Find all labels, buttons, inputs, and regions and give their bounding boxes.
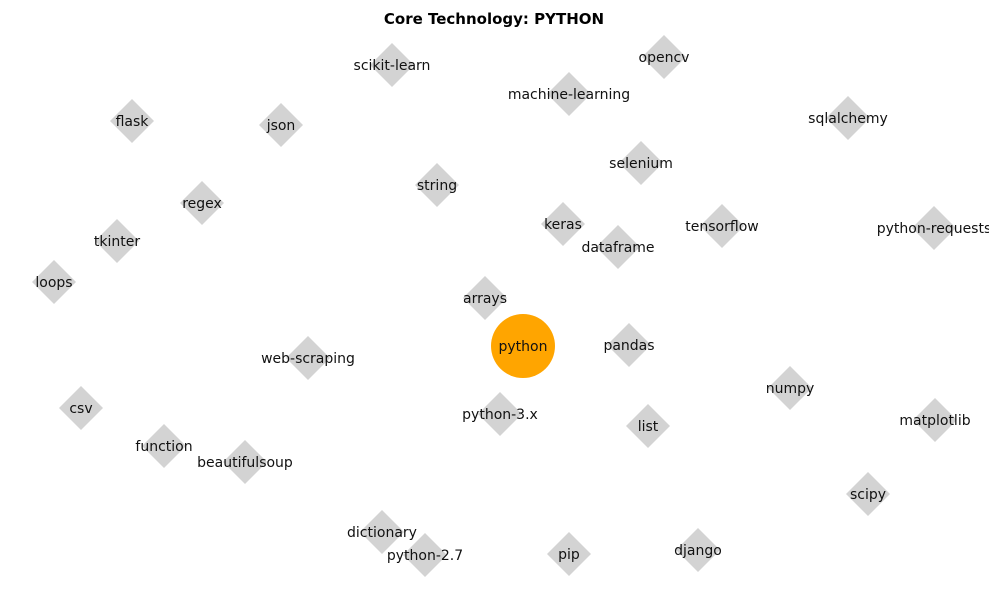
diamond-node-shape bbox=[59, 386, 103, 430]
diamond-node-shape bbox=[403, 533, 447, 577]
diamond-node-shape bbox=[142, 424, 186, 468]
node-label-dictionary: dictionary bbox=[347, 525, 417, 541]
node-label-loops: loops bbox=[35, 275, 72, 291]
diamond-node-shape bbox=[415, 163, 459, 207]
node-label-scikit-learn: scikit-learn bbox=[354, 58, 431, 74]
node-label-python-2-7: python-2.7 bbox=[387, 548, 463, 564]
graph-node-python-requests: python-requests bbox=[877, 206, 989, 250]
center-node-shape bbox=[491, 314, 555, 378]
node-label-matplotlib: matplotlib bbox=[899, 413, 970, 429]
node-label-pip: pip bbox=[558, 547, 580, 563]
graph-node-pip: pip bbox=[547, 532, 591, 576]
node-label-python: python bbox=[499, 339, 548, 355]
node-label-tensorflow: tensorflow bbox=[685, 219, 758, 235]
node-label-opencv: opencv bbox=[639, 50, 690, 66]
graph-node-pandas: pandas bbox=[603, 323, 655, 367]
node-label-function: function bbox=[135, 439, 192, 455]
graph-node-beautifulsoup: beautifulsoup bbox=[197, 440, 293, 484]
diamond-node-shape bbox=[478, 392, 522, 436]
node-label-web-scraping: web-scraping bbox=[261, 351, 355, 367]
node-label-pandas: pandas bbox=[603, 338, 654, 354]
graph-node-scikit-learn: scikit-learn bbox=[354, 43, 431, 87]
diamond-node-shape bbox=[110, 99, 154, 143]
diamond-node-shape bbox=[360, 510, 404, 554]
graph-node-json: json bbox=[259, 103, 303, 147]
node-label-beautifulsoup: beautifulsoup bbox=[197, 455, 293, 471]
diamond-node-shape bbox=[676, 528, 720, 572]
nodes-layer: scikit-learn opencv machine-learning flask j… bbox=[32, 35, 989, 577]
diamond-node-shape bbox=[846, 472, 890, 516]
diamond-node-shape bbox=[370, 43, 414, 87]
graph-node-loops: loops bbox=[32, 260, 76, 304]
graph-node-matplotlib: matplotlib bbox=[899, 398, 971, 442]
graph-node-function: function bbox=[135, 424, 193, 468]
diamond-node-shape bbox=[642, 35, 686, 79]
graph-node-web-scraping: web-scraping bbox=[261, 336, 355, 380]
node-label-scipy: scipy bbox=[850, 487, 886, 503]
graph-node-list: list bbox=[626, 404, 670, 448]
node-label-machine-learning: machine-learning bbox=[508, 87, 630, 103]
diamond-node-shape bbox=[700, 204, 744, 248]
node-label-python-requests: python-requests bbox=[877, 221, 989, 237]
diamond-node-shape bbox=[95, 219, 139, 263]
graph-node-dictionary: dictionary bbox=[347, 510, 417, 554]
diamond-node-shape bbox=[547, 532, 591, 576]
graph-node-selenium: selenium bbox=[609, 141, 673, 185]
graph-node-tkinter: tkinter bbox=[94, 219, 140, 263]
diamond-node-shape bbox=[913, 398, 957, 442]
diamond-node-shape bbox=[223, 440, 267, 484]
graph-node-scipy: scipy bbox=[846, 472, 890, 516]
graph-node-regex: regex bbox=[180, 181, 224, 225]
node-label-regex: regex bbox=[182, 196, 222, 212]
diamond-node-shape bbox=[541, 202, 585, 246]
diamond-node-shape bbox=[32, 260, 76, 304]
node-label-flask: flask bbox=[116, 114, 150, 130]
graph-node-opencv: opencv bbox=[639, 35, 690, 79]
node-label-tkinter: tkinter bbox=[94, 234, 140, 250]
node-label-list: list bbox=[638, 419, 659, 435]
diamond-node-shape bbox=[619, 141, 663, 185]
node-label-python-3-x: python-3.x bbox=[462, 407, 538, 423]
node-label-json: json bbox=[266, 118, 296, 134]
graph-node-machine-learning: machine-learning bbox=[508, 72, 630, 116]
diamond-node-shape bbox=[596, 225, 640, 269]
node-label-dataframe: dataframe bbox=[581, 240, 654, 256]
node-label-numpy: numpy bbox=[766, 381, 815, 397]
graph-node-keras: keras bbox=[541, 202, 585, 246]
diamond-node-shape bbox=[463, 276, 507, 320]
graph-node-flask: flask bbox=[110, 99, 154, 143]
node-label-sqlalchemy: sqlalchemy bbox=[808, 111, 888, 127]
graph-node-center-python: python bbox=[491, 314, 555, 378]
diamond-node-shape bbox=[547, 72, 591, 116]
graph-node-tensorflow: tensorflow bbox=[685, 204, 759, 248]
diamond-node-shape bbox=[826, 96, 870, 140]
node-label-keras: keras bbox=[544, 217, 582, 233]
node-label-django: django bbox=[674, 543, 722, 559]
node-label-arrays: arrays bbox=[463, 291, 507, 307]
chart-title: Core Technology: PYTHON bbox=[384, 10, 604, 28]
graph-node-dataframe: dataframe bbox=[581, 225, 655, 269]
graph-node-csv: csv bbox=[59, 386, 103, 430]
graph-node-python-3-x: python-3.x bbox=[462, 392, 538, 436]
graph-node-sqlalchemy: sqlalchemy bbox=[808, 96, 888, 140]
diamond-node-shape bbox=[180, 181, 224, 225]
node-label-csv: csv bbox=[69, 401, 92, 417]
graph-node-python-2-7: python-2.7 bbox=[387, 533, 463, 577]
graph-node-numpy: numpy bbox=[766, 366, 815, 410]
graph-node-string: string bbox=[415, 163, 459, 207]
diamond-node-shape bbox=[912, 206, 956, 250]
node-label-selenium: selenium bbox=[609, 156, 673, 172]
diamond-node-shape bbox=[259, 103, 303, 147]
graph-node-django: django bbox=[674, 528, 722, 572]
diamond-node-shape bbox=[286, 336, 330, 380]
node-label-string: string bbox=[417, 178, 457, 194]
diamond-node-shape bbox=[607, 323, 651, 367]
graph-node-arrays: arrays bbox=[463, 276, 507, 320]
diamond-node-shape bbox=[768, 366, 812, 410]
diamond-node-shape bbox=[626, 404, 670, 448]
